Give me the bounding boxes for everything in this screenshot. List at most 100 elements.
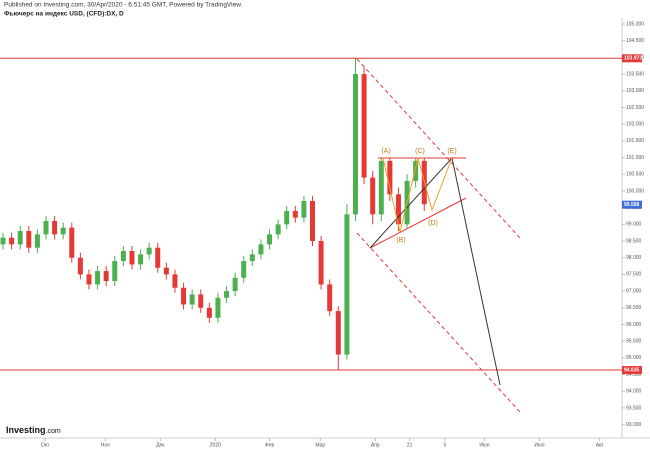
x-tick-label: 21 [407,442,413,448]
x-tick-label: 5 [444,442,447,448]
candle-body [43,220,49,235]
annotation: (B) [396,237,405,244]
y-tick-label: 102.000 [626,122,644,128]
candle-body [249,254,255,262]
candle-body [17,231,23,245]
x-tick-label: Авг [596,442,604,448]
candle-body [215,297,221,318]
annotation: (D) [428,220,438,227]
candle-body [52,220,58,235]
y-tick-label: 102.500 [626,105,644,111]
candle-body [146,247,152,255]
x-tick-label: Апр [371,442,380,448]
candle-body [395,194,401,225]
candle-body [198,294,204,308]
candle-body [86,274,92,285]
candle-body [206,307,212,318]
logo: Investing.com [6,425,61,435]
candle-body [267,234,273,245]
y-tick-label: 101.500 [626,138,644,144]
price-label: 94.635 [624,367,640,373]
y-tick-label: 97.000 [626,288,642,294]
x-tick-label: Фев [265,442,275,448]
candle-body [232,277,238,292]
candle-body [301,200,307,218]
y-tick-label: 96.000 [626,322,642,328]
price-label-bg [622,200,642,209]
chart-title: Фьючерс на индекс USD, (CFD):DX, D [4,11,124,18]
candle-body [34,234,40,248]
candle-body [0,237,6,245]
y-tick-label: 104.500 [626,38,644,44]
candle-body [275,224,281,235]
candle-body [344,214,350,355]
x-tick-label: Ноя [101,442,110,448]
candle-body [77,257,83,275]
y-tick-label: 94.000 [626,389,642,395]
candle-body [241,261,247,278]
y-tick-label: 98.000 [626,255,642,261]
candle-body [292,210,298,218]
x-tick-label: Июн [479,442,489,448]
candle-body [370,177,376,215]
candle-body [163,267,169,275]
candle-body [155,247,161,268]
candle-body [26,231,32,248]
candle-body [172,274,178,288]
candle-body [189,294,195,305]
trend-line [356,58,521,239]
annotation: (A) [381,148,390,155]
candle-body [258,244,264,255]
y-tick-label: 96.500 [626,305,642,311]
y-tick-label: 103.500 [626,71,644,77]
candle-body [361,74,367,178]
candle-body [120,251,126,262]
candle-body [9,237,15,245]
candle-body [352,74,358,215]
drawings [356,58,521,413]
x-tick-label: Дек [156,442,165,448]
candle-body [181,287,187,305]
candle-body [378,160,384,215]
y-tick-label: 98.500 [626,238,642,244]
y-tick-label: 95.500 [626,339,642,345]
candle-body [327,284,333,312]
y-tick-label: 105.000 [626,21,644,27]
y-tick-label: 93.000 [626,422,642,428]
x-tick-label: Июл [534,442,544,448]
candle-body [129,251,135,265]
candle-body [284,210,290,225]
published: Published on Investing.com, 30/Apr/2020 … [4,2,243,9]
x-tick-label: Окт [41,442,50,448]
y-tick-label: 97.500 [626,272,642,278]
price-label-bg [622,366,642,375]
candle-body [310,200,316,242]
y-tick-label: 94.500 [626,372,642,378]
candle-body [413,160,419,181]
y-tick-label: 103.000 [626,88,644,94]
trend-line [369,197,467,249]
candle-body [335,311,341,355]
wave-line [382,157,453,233]
price-label: 103.973 [624,56,642,62]
y-tick-label: 100.500 [626,172,644,178]
candle-body [318,241,324,285]
plot: 105.000104.500104.000103.500103.000102.5… [0,21,644,448]
y-tick-label: 95.000 [626,355,642,361]
candle-body [103,271,109,282]
price-label: 99.588 [624,202,640,208]
candle-body [138,254,144,265]
x-tick-label: Мар [315,442,325,448]
annotation: (C) [415,148,425,155]
price-label-bg [622,54,642,63]
candle-body [95,271,101,285]
candle-body [69,227,75,258]
candle-body [224,291,230,298]
trend-line [356,232,521,413]
candle-body [60,227,66,235]
annotation: (E) [447,148,456,155]
y-tick-label: 93.500 [626,405,642,411]
y-tick-label: 100.000 [626,188,644,194]
